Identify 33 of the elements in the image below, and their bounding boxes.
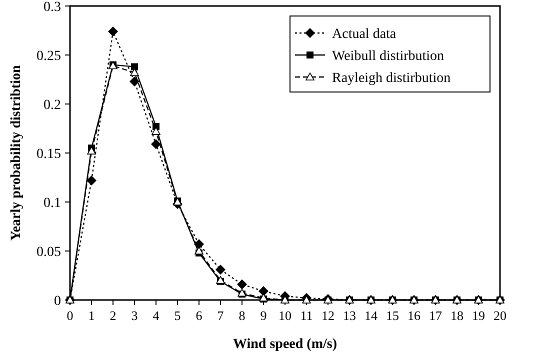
x-tick-label: 4 <box>152 308 160 323</box>
x-tick-label: 8 <box>238 308 246 323</box>
y-tick-label: 0.2 <box>44 98 61 113</box>
x-axis-title: Wind speed (m/s) <box>233 337 338 352</box>
legend-label: Weibull distirbution <box>332 49 444 64</box>
x-tick-label: 9 <box>260 308 267 323</box>
x-tick-label: 18 <box>450 308 464 323</box>
y-axis-title: Yearly probability distribtion <box>9 65 24 241</box>
x-tick-label: 0 <box>66 308 74 323</box>
y-tick-label: 0.1 <box>44 196 61 211</box>
x-tick-label: 11 <box>300 308 313 323</box>
x-tick-label: 15 <box>386 308 399 323</box>
x-tick-label: 6 <box>196 308 203 323</box>
x-tick-label: 5 <box>174 308 181 323</box>
y-tick-label: 0 <box>54 294 61 309</box>
x-tick-label: 2 <box>110 308 116 323</box>
x-tick-label: 20 <box>494 308 506 323</box>
x-tick-label: 13 <box>343 308 356 323</box>
y-tick-label: 0.25 <box>36 49 61 64</box>
x-tick-label: 10 <box>278 308 292 323</box>
x-tick-label: 7 <box>217 308 224 323</box>
x-tick-label: 12 <box>322 308 334 323</box>
x-tick-label: 1 <box>88 308 95 323</box>
y-tick-label: 0.05 <box>36 245 61 260</box>
x-tick-label: 19 <box>472 308 485 323</box>
x-tick-label: 3 <box>131 308 138 323</box>
y-tick-label: 0.15 <box>36 147 61 162</box>
x-tick-label: 17 <box>429 308 442 323</box>
y-tick-label: 0.3 <box>44 0 61 15</box>
x-tick-label: 16 <box>408 308 421 323</box>
legend-label: Actual data <box>332 27 397 42</box>
x-tick-label: 14 <box>364 308 378 323</box>
legend-label: Rayleigh distirbution <box>332 71 451 86</box>
